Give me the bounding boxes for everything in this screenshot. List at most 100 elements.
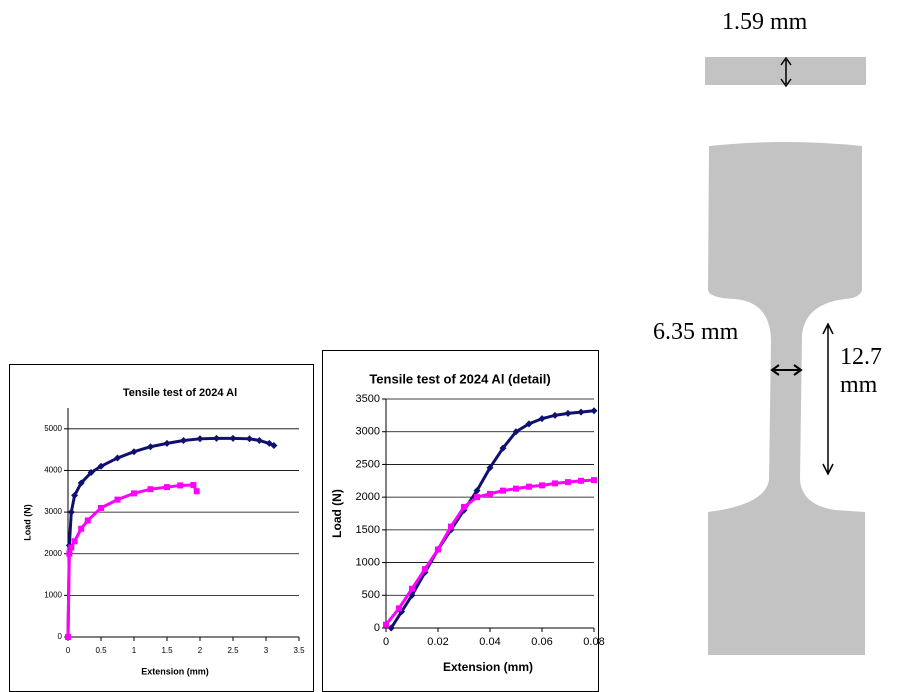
data-point	[196, 435, 204, 443]
data-point	[114, 454, 121, 462]
thickness-arrow	[780, 56, 792, 88]
data-point	[474, 494, 480, 501]
data-point	[246, 435, 253, 443]
data-point	[591, 477, 597, 484]
data-point	[131, 490, 137, 497]
data-point	[565, 479, 571, 486]
data-point	[577, 408, 585, 416]
data-point	[66, 550, 73, 557]
data-point	[193, 488, 200, 495]
x-tick-label: 0.06	[531, 636, 552, 648]
data-point	[512, 428, 520, 436]
data-point	[396, 605, 402, 612]
y-tick-label: 2000	[356, 491, 380, 503]
chart-title: Tensile test of 2024 Al (detail)	[369, 371, 550, 386]
x-tick-label: 3.5	[293, 646, 305, 655]
data-point	[87, 469, 95, 477]
x-tick-label: 2.5	[227, 646, 239, 655]
data-point	[71, 491, 79, 499]
x-tick-label: 0	[66, 646, 71, 655]
data-point	[98, 504, 104, 511]
data-point	[65, 634, 71, 640]
y-tick-label: 1000	[356, 556, 380, 568]
data-point	[77, 479, 85, 487]
data-point	[270, 441, 278, 449]
x-tick-label: 1.5	[161, 646, 173, 655]
data-point	[538, 415, 546, 423]
data-point	[552, 480, 558, 487]
data-point	[229, 434, 237, 442]
data-point	[435, 546, 441, 553]
data-point	[177, 482, 184, 489]
y-tick-label: 1500	[356, 524, 380, 536]
data-point	[71, 538, 78, 545]
y-axis-label: Load (N)	[330, 489, 344, 538]
data-point	[78, 525, 85, 532]
data-point	[590, 407, 598, 415]
y-axis-label: Load (N)	[22, 504, 32, 541]
data-point	[487, 490, 493, 497]
data-point	[147, 443, 154, 451]
y-tick-label: 500	[362, 589, 380, 601]
x-axis-label: Extension (mm)	[443, 660, 533, 674]
data-point	[409, 585, 415, 592]
y-tick-label: 2500	[356, 458, 380, 470]
data-point	[486, 464, 494, 472]
chart-frame	[322, 350, 599, 692]
data-point	[147, 486, 154, 493]
x-tick-label: 2	[198, 646, 203, 655]
data-point	[513, 485, 519, 492]
data-point	[499, 444, 507, 452]
x-tick-label: 0.5	[95, 646, 107, 655]
data-point	[163, 439, 171, 447]
data-point	[461, 503, 467, 510]
thickness-label: 1.59 mm	[722, 9, 808, 35]
data-point	[551, 411, 559, 419]
y-tick-label: 1000	[44, 590, 62, 599]
data-point	[164, 484, 170, 491]
data-point	[213, 434, 220, 442]
width-label: 6.35 mm	[653, 319, 739, 345]
length-arrow	[822, 322, 834, 476]
data-point	[578, 477, 584, 484]
x-tick-label: 3	[264, 646, 269, 655]
data-point	[255, 436, 263, 444]
data-point	[114, 496, 121, 503]
y-tick-label: 3500	[356, 393, 380, 405]
data-point	[448, 523, 454, 530]
x-tick-label: 0.04	[479, 636, 500, 648]
length-label: 12.7 mm	[840, 344, 882, 398]
width-arrow	[770, 364, 803, 376]
data-point	[190, 482, 197, 489]
chart-frame	[9, 364, 314, 692]
data-point	[500, 487, 506, 494]
data-point	[539, 482, 545, 489]
x-tick-label: 0.08	[583, 636, 604, 648]
data-point	[526, 483, 532, 490]
data-point	[180, 436, 187, 444]
x-tick-label: 0	[383, 636, 389, 648]
y-tick-label: 3000	[356, 426, 380, 438]
data-point	[473, 487, 481, 495]
data-point	[525, 420, 533, 428]
data-point	[387, 624, 395, 632]
y-tick-label: 4000	[44, 466, 62, 475]
data-point	[67, 508, 75, 516]
data-point	[564, 409, 572, 417]
data-point	[84, 517, 91, 524]
y-tick-label: 0	[58, 632, 63, 641]
data-point	[383, 621, 389, 628]
x-tick-label: 1	[132, 646, 137, 655]
specimen	[708, 142, 865, 655]
chart-title: Tensile test of 2024 Al	[123, 387, 237, 399]
data-point	[130, 448, 138, 456]
data-point	[68, 544, 75, 551]
y-tick-label: 2000	[44, 549, 62, 558]
data-point	[422, 566, 428, 573]
y-tick-label: 0	[374, 622, 380, 634]
x-axis-label: Extension (mm)	[141, 666, 209, 676]
y-tick-label: 5000	[44, 424, 62, 433]
x-tick-label: 0.02	[427, 636, 448, 648]
